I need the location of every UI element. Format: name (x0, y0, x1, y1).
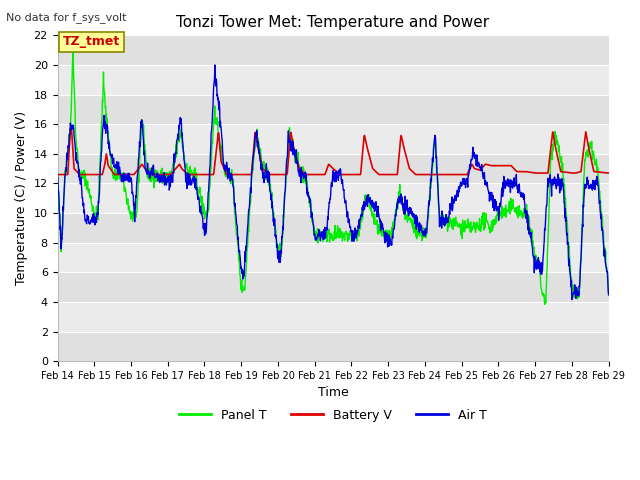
X-axis label: Time: Time (317, 386, 348, 399)
Bar (58, 213, 609, 243)
Bar (58, 302, 609, 332)
Bar (58, 243, 609, 272)
Y-axis label: Temperature (C) / Power (V): Temperature (C) / Power (V) (15, 111, 28, 285)
Title: Tonzi Tower Met: Temperature and Power: Tonzi Tower Met: Temperature and Power (177, 15, 490, 30)
Bar (58, 183, 609, 213)
Text: No data for f_sys_volt: No data for f_sys_volt (6, 12, 127, 23)
Bar (58, 36, 609, 65)
Bar (58, 124, 609, 154)
Text: TZ_tmet: TZ_tmet (63, 36, 120, 48)
Bar (58, 95, 609, 124)
Bar (58, 272, 609, 302)
Legend: Panel T, Battery V, Air T: Panel T, Battery V, Air T (175, 404, 492, 427)
Bar (58, 154, 609, 183)
Bar (58, 65, 609, 95)
Bar (58, 332, 609, 361)
